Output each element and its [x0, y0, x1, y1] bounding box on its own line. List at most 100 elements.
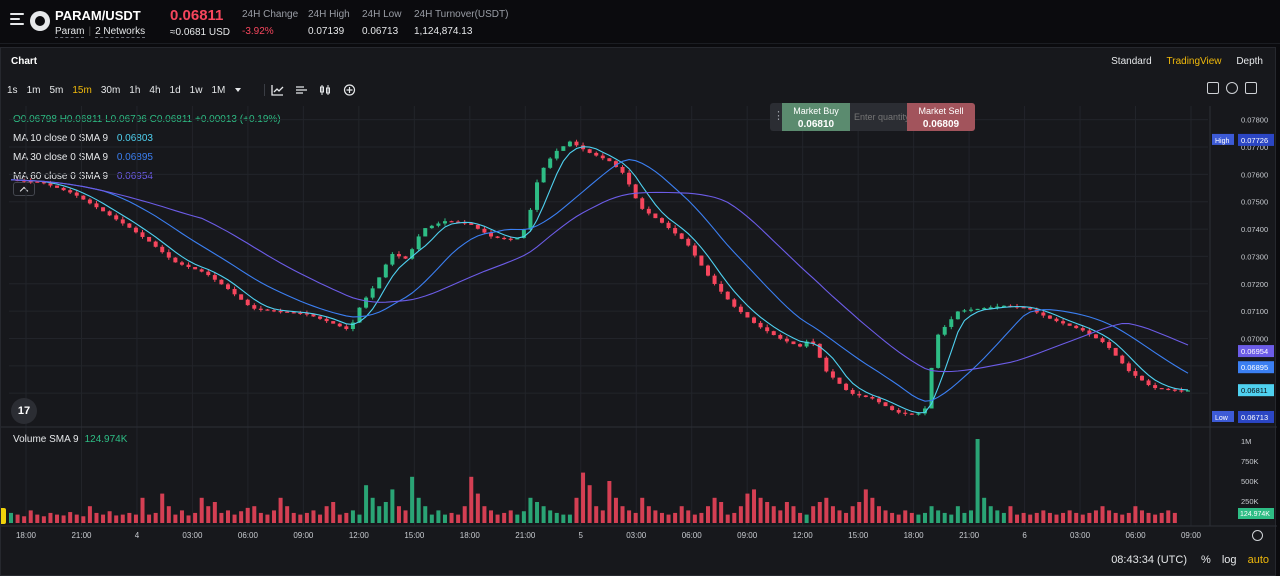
volume-label: Volume SMA 9	[13, 434, 79, 445]
camera-icon[interactable]	[1207, 82, 1219, 94]
timeframe-1s[interactable]: 1s	[7, 84, 18, 96]
settings-icon[interactable]	[1226, 82, 1238, 94]
quantity-input[interactable]	[850, 103, 907, 131]
time-tick-label: 21:00	[515, 531, 536, 540]
volume-bar	[153, 512, 158, 523]
volume-bar	[817, 502, 822, 523]
candle-body	[548, 158, 553, 168]
ma60-legend[interactable]: MA 60 close 0 SMA 9 0.06954	[13, 167, 281, 186]
candle-body	[133, 227, 138, 233]
candle-body	[784, 338, 789, 342]
candle-body	[337, 323, 342, 327]
volume-bar	[844, 512, 849, 523]
timeframe-1d[interactable]: 1d	[169, 84, 181, 96]
ma-value: 0.06895	[116, 152, 153, 163]
volume-value: 124.974K	[84, 434, 128, 445]
volume-bar	[1093, 510, 1098, 523]
candle-body	[646, 208, 651, 214]
current-price-tag: 0.06811	[1241, 386, 1268, 395]
candle-body	[988, 307, 993, 309]
candle-body	[627, 172, 632, 185]
volume-bar	[324, 506, 329, 523]
drag-handle-icon[interactable]	[770, 103, 784, 131]
price-tick-label: 0.06800	[1241, 389, 1268, 398]
indicators-list-icon[interactable]	[295, 84, 308, 96]
add-icon[interactable]	[343, 84, 356, 96]
volume-bar	[600, 510, 605, 523]
candle-body	[252, 305, 257, 309]
axis-settings-icon[interactable]	[1252, 530, 1263, 541]
volume-bar	[811, 506, 816, 523]
volume-bar	[74, 514, 79, 523]
fullscreen-icon[interactable]	[1245, 82, 1257, 94]
candle-body	[304, 313, 309, 315]
tab-depth[interactable]: Depth	[1236, 56, 1263, 67]
volume-bar	[784, 502, 789, 523]
ma10-legend[interactable]: MA 10 close 0 SMA 9 0.06803	[13, 129, 281, 148]
volume-bar	[1067, 510, 1072, 523]
param-logo	[30, 11, 50, 31]
auto-toggle[interactable]: auto	[1247, 554, 1269, 566]
candle-body	[1172, 389, 1177, 391]
networks-link[interactable]: 2 Networks	[95, 26, 146, 38]
candle-body	[1093, 334, 1098, 339]
candle-body	[61, 187, 66, 191]
volume-bar	[1126, 512, 1131, 523]
percent-toggle[interactable]: %	[1200, 554, 1211, 566]
candle-body	[922, 408, 927, 414]
candle-body	[699, 255, 704, 266]
stat-label: 24H Turnover(USDT)	[414, 9, 509, 20]
volume-bar	[778, 510, 783, 523]
candle-body	[653, 213, 658, 219]
menu-icon[interactable]	[10, 13, 24, 27]
market-buy-button[interactable]: Market Buy 0.06810	[782, 103, 850, 131]
candle-body	[331, 321, 336, 324]
indicator-chart-icon[interactable]	[271, 84, 284, 96]
volume-bar	[567, 514, 572, 523]
stat-value: 1,124,874.13	[414, 26, 473, 37]
ma-line-ma10	[10, 146, 1189, 414]
candle-body	[1186, 390, 1190, 392]
timeframe-1m[interactable]: 1m	[26, 84, 41, 96]
candle-body	[390, 254, 395, 265]
utc-clock[interactable]: 08:43:34 (UTC)	[1111, 554, 1187, 566]
timeframe-4h[interactable]: 4h	[149, 84, 161, 96]
timeframe-15m[interactable]: 15m	[72, 84, 92, 96]
time-tick-label: 03:00	[182, 531, 203, 540]
timeframe-30m[interactable]: 30m	[100, 84, 121, 96]
timeframe-1h[interactable]: 1h	[129, 84, 141, 96]
market-sell-button[interactable]: Market Sell 0.06809	[907, 103, 975, 131]
tab-tradingview[interactable]: TradingView	[1166, 56, 1222, 67]
volume-bar	[502, 512, 507, 523]
ma30-legend[interactable]: MA 30 close 0 SMA 9 0.06895	[13, 148, 281, 167]
timeframe-1w[interactable]: 1w	[189, 84, 203, 96]
volume-bar	[364, 485, 369, 523]
candle-body	[68, 190, 73, 193]
chevron-down-icon[interactable]	[234, 84, 247, 96]
current-price-tag-bg	[1238, 384, 1274, 397]
chart-title: Chart	[11, 56, 38, 67]
candle-body	[581, 145, 586, 150]
volume-bar	[449, 512, 454, 523]
log-toggle[interactable]: log	[1221, 554, 1237, 566]
candle-type-icon[interactable]	[319, 84, 332, 96]
stat-label: 24H Low	[362, 9, 402, 20]
tab-standard[interactable]: Standard	[1111, 56, 1152, 67]
volume-bar	[535, 502, 540, 523]
token-link[interactable]: Param	[55, 26, 85, 38]
low-price-tag-label: Low	[1215, 415, 1229, 422]
volume-bar	[272, 510, 277, 523]
volume-bar	[245, 507, 250, 523]
tradingview-logo[interactable]: 17	[11, 398, 37, 424]
scroll-marker[interactable]	[1, 508, 6, 524]
candle-body	[1034, 309, 1039, 313]
candle-body	[686, 238, 691, 246]
volume-legend[interactable]: Volume SMA 9 124.974K	[13, 434, 127, 445]
timeframe-5m[interactable]: 5m	[49, 84, 64, 96]
collapse-legend-button[interactable]	[13, 182, 35, 196]
timeframe-1M[interactable]: 1M	[211, 84, 226, 96]
volume-bar	[265, 514, 270, 523]
candle-body	[600, 155, 605, 159]
candle-body	[620, 166, 625, 173]
pair-name[interactable]: PARAM/USDT	[55, 8, 141, 23]
